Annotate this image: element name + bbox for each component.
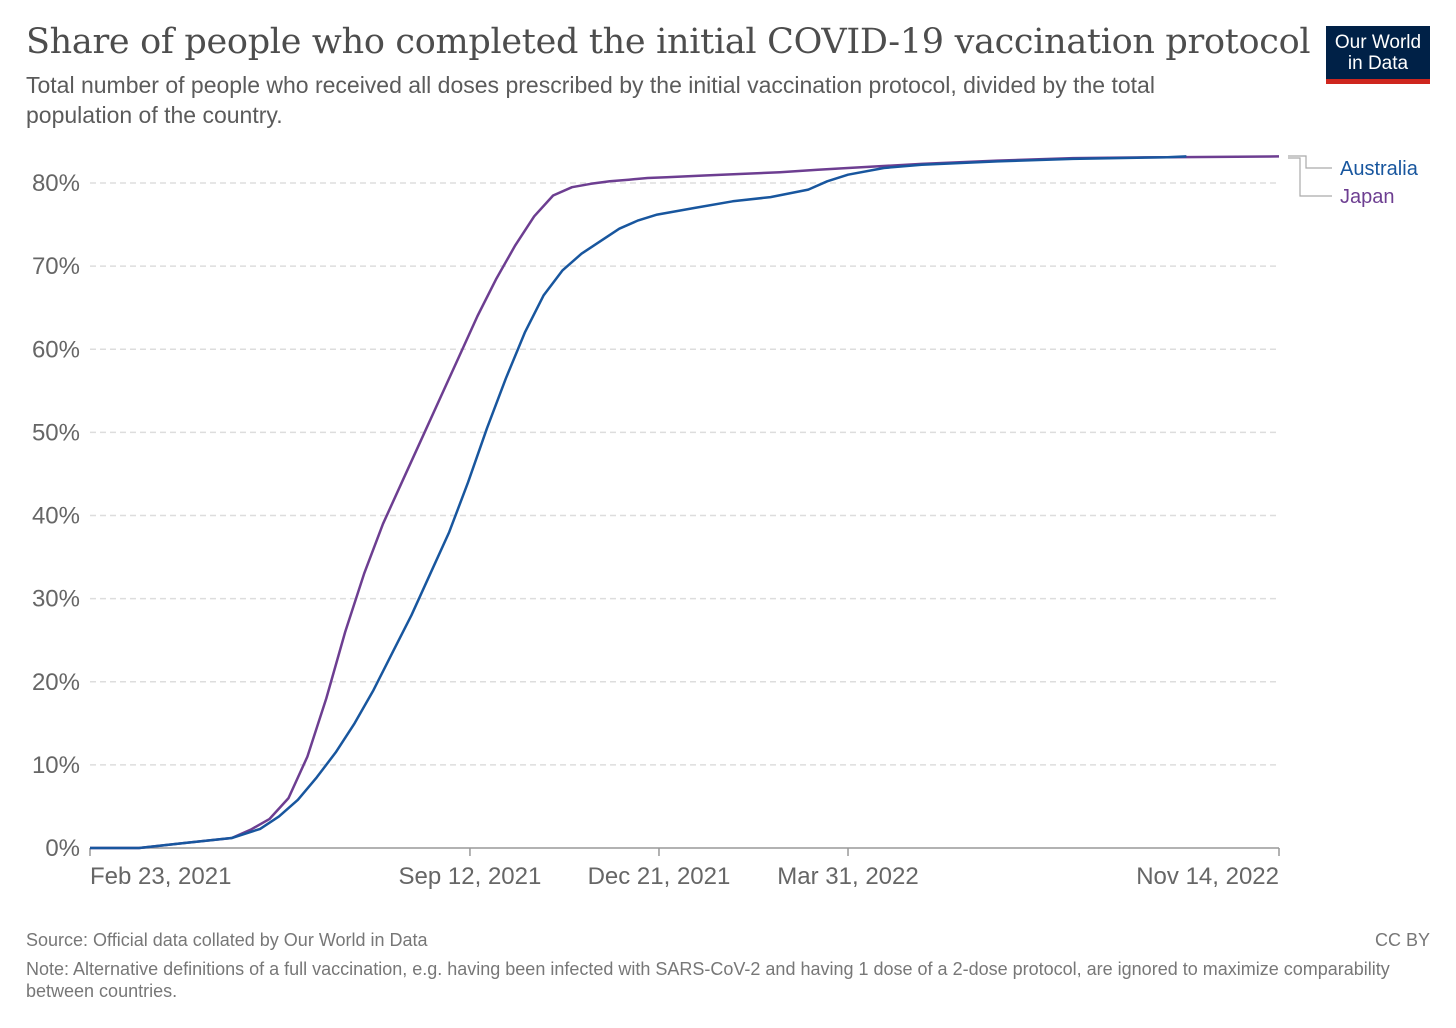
x-tick-label: Sep 12, 2021 — [399, 863, 542, 890]
legend: Australia Japan — [1288, 155, 1419, 208]
y-tick-label: 30% — [32, 586, 80, 613]
y-tick-label: 20% — [32, 669, 80, 696]
y-tick-label: 80% — [32, 170, 80, 197]
logo-line-1: Our World — [1334, 32, 1422, 53]
series-line-australia[interactable] — [90, 155, 1187, 850]
logo-line-2: in Data — [1347, 53, 1409, 74]
y-tick-label: 0% — [45, 835, 80, 862]
y-axis-ticks: 0% 10% 20% 30% 40% 50% 60% 70% 80% — [32, 170, 80, 862]
legend-connector — [1288, 155, 1332, 169]
x-tick-label: Dec 21, 2021 — [588, 863, 731, 890]
legend-connector — [1288, 157, 1332, 197]
footnote: Note: Alternative definitions of a full … — [26, 959, 1390, 1001]
legend-label-australia[interactable]: Australia — [1340, 158, 1419, 180]
series-lines — [90, 155, 1280, 850]
y-tick-label: 40% — [32, 503, 80, 530]
x-tick-label: Feb 23, 2021 — [90, 863, 231, 890]
y-tick-label: 70% — [32, 253, 80, 280]
y-tick-label: 10% — [32, 752, 80, 779]
chart-subtitle: Total number of people who received all … — [26, 72, 1155, 128]
gridlines — [90, 182, 1279, 766]
y-tick-label: 50% — [32, 419, 80, 446]
owid-logo[interactable]: Our World in Data — [1326, 26, 1430, 84]
series-line-japan[interactable] — [90, 155, 1280, 850]
x-tick-label: Nov 14, 2022 — [1136, 863, 1279, 890]
source-note: Source: Official data collated by Our Wo… — [26, 930, 428, 950]
x-tick-label: Mar 31, 2022 — [777, 863, 918, 890]
y-tick-label: 60% — [32, 336, 80, 363]
x-axis: Feb 23, 2021 Sep 12, 2021 Dec 21, 2021 Mar … — [89, 847, 1280, 890]
legend-label-japan[interactable]: Japan — [1340, 186, 1395, 208]
chart-title: Share of people who completed the initia… — [26, 22, 1311, 62]
license-link[interactable]: CC BY — [1374, 930, 1430, 950]
